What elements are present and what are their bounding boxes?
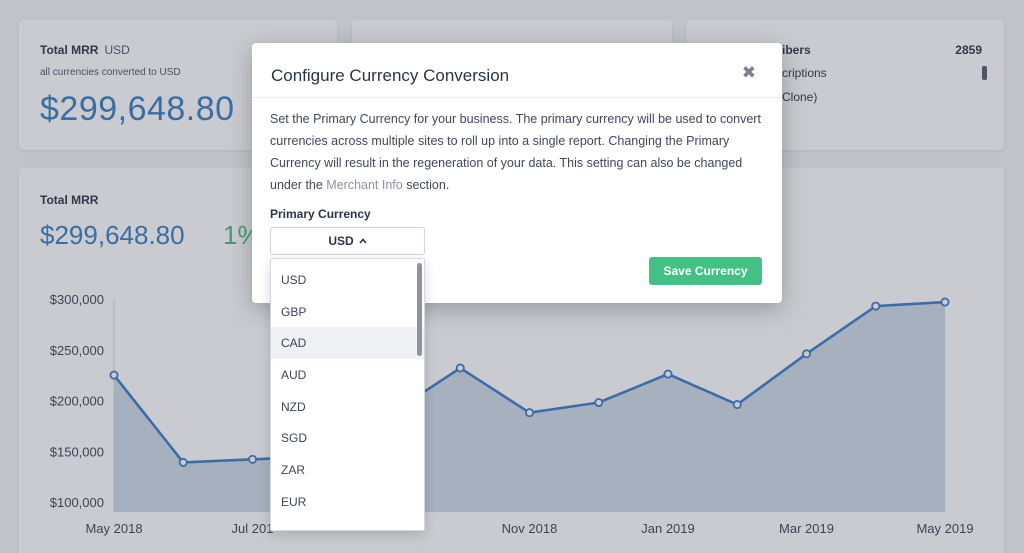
currency-option[interactable]: ZAR (281, 462, 305, 477)
chart-card-value: $299,648.80 (40, 220, 185, 250)
data-point[interactable] (178, 457, 188, 467)
kpi-mrr-value: $299,648.80 (40, 90, 235, 128)
modal-body-suffix: section. (402, 178, 450, 192)
x-tick-label: May 2018 (85, 521, 142, 536)
modal-description: Set the Primary Currency for your busine… (270, 108, 764, 196)
selected-currency: USD (328, 234, 354, 248)
data-point[interactable] (871, 301, 881, 311)
kpi-subscribers-bar (982, 66, 987, 80)
kpi-subscribers-title: ibers (782, 43, 811, 57)
data-point[interactable] (732, 400, 742, 410)
close-icon[interactable]: ✖ (741, 63, 756, 82)
currency-dropdown: USD GBP CAD AUD NZD SGD ZAR EUR (270, 258, 425, 531)
kpi-mrr-title-text: Total MRR (40, 43, 99, 57)
kpi-subscribers-count: 2859 (955, 43, 982, 57)
currency-options: USD GBP CAD AUD NZD SGD ZAR EUR (271, 259, 424, 518)
currency-option[interactable]: EUR (281, 494, 307, 509)
y-tick-label: $150,000 (50, 444, 104, 459)
x-tick-label: Nov 2018 (502, 521, 558, 536)
y-axis-ticks: $300,000 $250,000 $200,000 $150,000 $100,000 (50, 292, 104, 510)
data-point[interactable] (455, 363, 465, 373)
x-tick-label: Mar 2019 (779, 521, 834, 536)
currency-option[interactable]: USD (281, 272, 307, 287)
primary-currency-label: Primary Currency (270, 207, 371, 221)
currency-option[interactable]: CAD (271, 327, 424, 360)
y-tick-label: $250,000 (50, 343, 104, 358)
currency-option[interactable]: NZD (281, 399, 306, 414)
x-tick-label: Jul 201 (232, 521, 274, 536)
kpi-mrr-title: Total MRR USD (40, 43, 130, 57)
dropdown-scrollbar[interactable] (417, 263, 422, 356)
modal-title: Configure Currency Conversion (271, 66, 510, 85)
chevron-up-icon (359, 238, 367, 244)
data-point[interactable] (247, 454, 257, 464)
currency-option[interactable]: SGD (281, 431, 308, 446)
x-axis-ticks: May 2018 Jul 201 Nov 2018 Jan 2019 Mar 2019 M… (85, 521, 973, 536)
x-tick-label: May 2019 (916, 521, 973, 536)
kpi-mrr-unit: USD (104, 43, 130, 57)
modal-divider (252, 97, 782, 98)
data-point[interactable] (109, 370, 119, 380)
merchant-info-link[interactable]: Merchant Info (326, 178, 403, 192)
kpi-subscribers-row2: Clone) (782, 90, 818, 104)
currency-option[interactable]: AUD (281, 367, 307, 382)
kpi-subscribers-row1: criptions (782, 66, 827, 80)
y-tick-label: $100,000 (50, 495, 104, 510)
y-tick-label: $300,000 (50, 292, 104, 307)
data-point[interactable] (525, 408, 535, 418)
data-point[interactable] (940, 297, 950, 307)
y-tick-label: $200,000 (50, 394, 104, 409)
primary-currency-select[interactable]: USD (270, 227, 425, 255)
chart-card-title: Total MRR (40, 193, 99, 207)
modal-body-text: Set the Primary Currency for your busine… (270, 112, 761, 192)
data-point[interactable] (663, 369, 673, 379)
currency-option[interactable]: GBP (281, 304, 307, 319)
save-currency-button[interactable]: Save Currency (649, 257, 762, 285)
x-tick-label: Jan 2019 (641, 521, 695, 536)
data-point[interactable] (802, 349, 812, 359)
kpi-mrr-subtitle: all currencies converted to USD (40, 67, 181, 78)
data-point[interactable] (594, 398, 604, 408)
